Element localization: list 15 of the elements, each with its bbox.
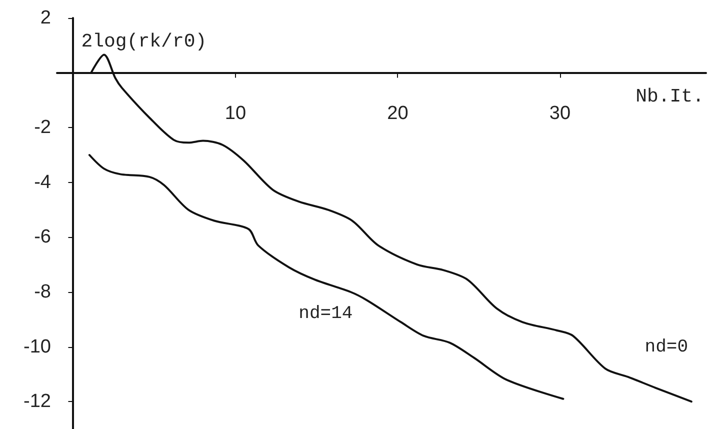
x-axis-title: Nb.It. <box>636 85 704 108</box>
x-tick-label: 30 <box>549 103 571 124</box>
series-label: nd=14 <box>298 304 353 324</box>
x-tick-label: 10 <box>224 103 246 124</box>
y-tick-label: -8 <box>34 282 51 302</box>
x-tick-label: 20 <box>387 103 408 124</box>
y-tick-label: -12 <box>24 391 51 412</box>
line-series <box>88 154 564 400</box>
y-tick-label: -6 <box>34 226 51 248</box>
y-tick-label: 2 <box>40 8 51 28</box>
y-tick-label: -4 <box>34 172 52 193</box>
y-tick-label: -10 <box>24 336 51 358</box>
y-axis-title: 2log(rk/r0) <box>81 30 207 52</box>
series-label: nd=0 <box>644 338 688 358</box>
y-tick-label: -2 <box>34 117 51 138</box>
